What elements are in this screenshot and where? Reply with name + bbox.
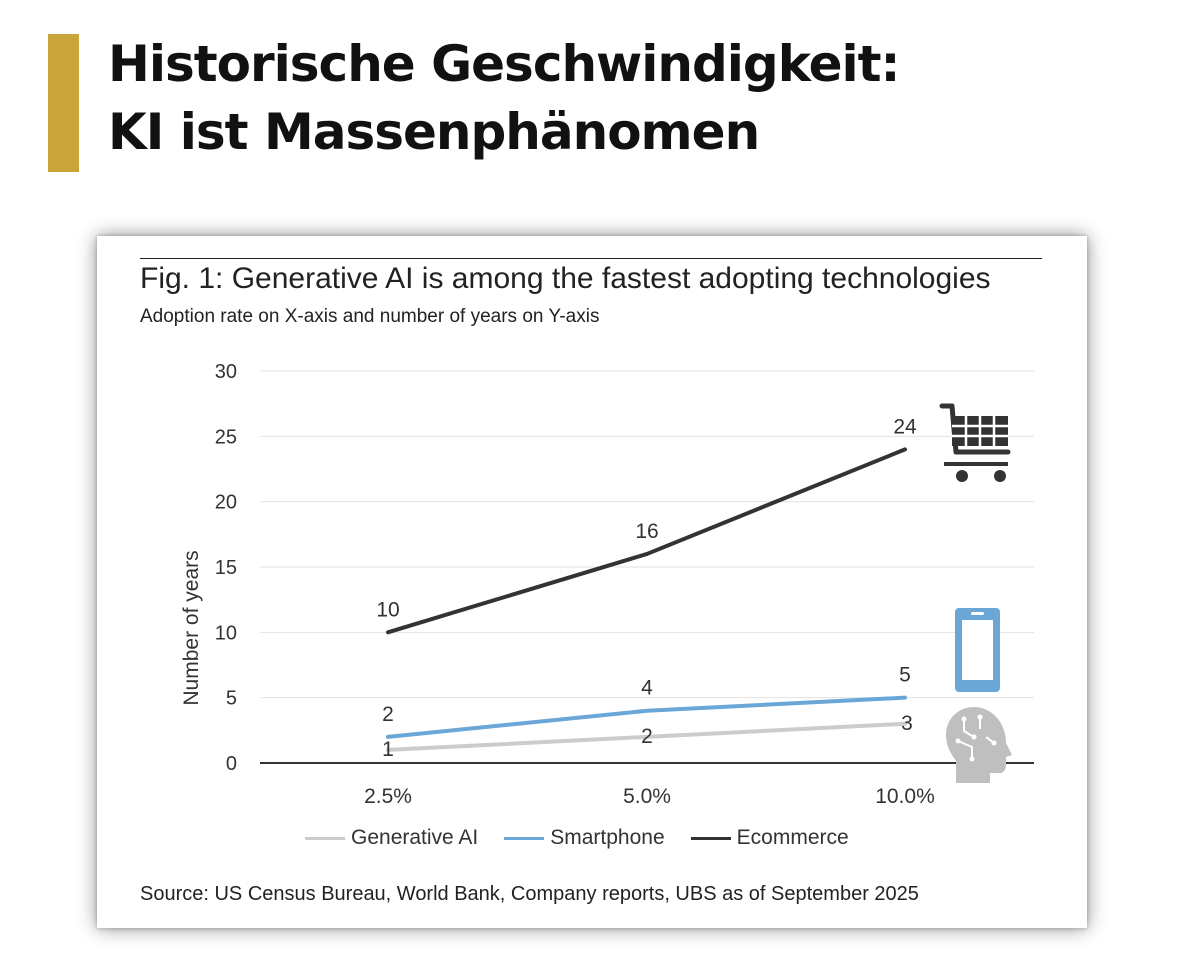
y-tick-label: 20 <box>215 492 237 514</box>
y-tick-label: 10 <box>215 622 237 644</box>
figure-source: Source: US Census Bureau, World Bank, Co… <box>140 883 919 905</box>
data-label: 16 <box>635 520 658 543</box>
x-tick-label: 2.5% <box>364 785 412 808</box>
legend-swatch <box>690 836 731 840</box>
data-label: 3 <box>901 712 913 735</box>
y-tick-labels: 0 5 10 15 20 25 30 <box>215 361 237 775</box>
y-tick-label: 15 <box>215 557 237 579</box>
series-line-smartphone <box>386 695 907 739</box>
series-lines <box>386 447 907 752</box>
data-label: 24 <box>893 415 917 438</box>
shopping-cart-icon <box>939 403 1011 482</box>
data-label: 2 <box>382 703 394 726</box>
legend-label: Smartphone <box>550 826 665 849</box>
headline-line-2: KI ist Massenphänomen <box>108 103 760 161</box>
legend-item: Generative AI <box>305 826 478 850</box>
grid-lines <box>260 370 1034 764</box>
legend-item: Smartphone <box>504 826 665 850</box>
figure-card: Fig. 1: Generative AI is among the faste… <box>97 236 1087 928</box>
series-line-ecommerce <box>386 447 907 635</box>
headline: Historische Geschwindigkeit: KI ist Mass… <box>108 30 1168 166</box>
legend-swatch <box>504 836 545 840</box>
figure-title: Fig. 1: Generative AI is among the faste… <box>140 262 991 295</box>
data-label: 4 <box>641 677 653 700</box>
legend-item: Ecommerce <box>690 826 849 850</box>
y-tick-label: 30 <box>215 361 237 383</box>
x-tick-label: 10.0% <box>875 785 935 808</box>
figure-subtitle: Adoption rate on X-axis and number of ye… <box>140 306 600 327</box>
y-axis-label: Number of years <box>180 550 203 705</box>
legend-label: Generative AI <box>351 826 479 849</box>
data-label: 2 <box>641 725 653 748</box>
x-tick-label: 5.0% <box>623 785 671 808</box>
accent-bar <box>48 34 79 172</box>
x-tick-labels: 2.5% 5.0% 10.0% <box>364 785 935 808</box>
y-tick-label: 5 <box>226 688 237 710</box>
brain-circuit-icon <box>946 707 1012 783</box>
chart-legend: Generative AI Smartphone Ecommerce <box>305 826 849 850</box>
y-tick-label: 0 <box>226 753 237 775</box>
data-label: 1 <box>382 738 394 761</box>
series-line-generative-ai <box>386 721 907 752</box>
data-label: 10 <box>376 598 399 621</box>
legend-swatch <box>305 836 345 840</box>
data-label: 5 <box>899 664 911 687</box>
smartphone-icon <box>955 608 1000 692</box>
legend-label: Ecommerce <box>736 826 849 849</box>
headline-line-1: Historische Geschwindigkeit: <box>108 35 901 93</box>
figure-top-rule <box>140 258 1042 259</box>
y-tick-label: 25 <box>215 426 237 448</box>
